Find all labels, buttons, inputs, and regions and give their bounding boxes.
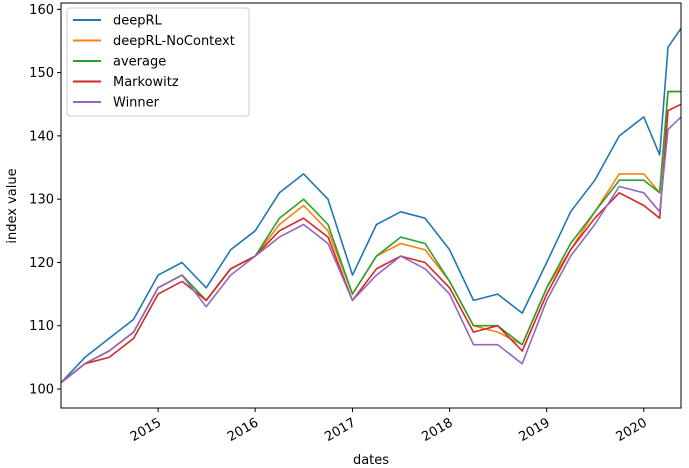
series-layer xyxy=(60,27,682,384)
y-tick-label: 100 xyxy=(29,383,54,398)
legend-label: average xyxy=(113,55,166,70)
y-tick-label: 130 xyxy=(29,193,54,208)
y-axis-label: index value xyxy=(5,168,20,243)
legend-box xyxy=(66,7,250,117)
legend-label: deepRL xyxy=(113,14,163,29)
y-tick-label: 110 xyxy=(29,319,54,334)
plot-frame xyxy=(60,2,682,409)
y-tick-label: 160 xyxy=(29,3,54,18)
y-tick-label: 140 xyxy=(29,129,54,144)
x-axis-label: dates xyxy=(353,453,389,468)
series-line-winner xyxy=(60,116,682,384)
y-tick-label: 150 xyxy=(29,66,54,81)
series-line-deeprl xyxy=(60,27,682,384)
legend-label: Winner xyxy=(113,96,160,111)
y-tick-label: 120 xyxy=(29,256,54,271)
legend-label: Markowitz xyxy=(113,75,179,90)
legend-label: deepRL-NoContext xyxy=(113,34,235,49)
legend: deepRL deepRL-NoContext average Markowitz Wi… xyxy=(66,7,250,117)
y-axis: 100 110 120 130 140 150 160 xyxy=(29,3,61,398)
